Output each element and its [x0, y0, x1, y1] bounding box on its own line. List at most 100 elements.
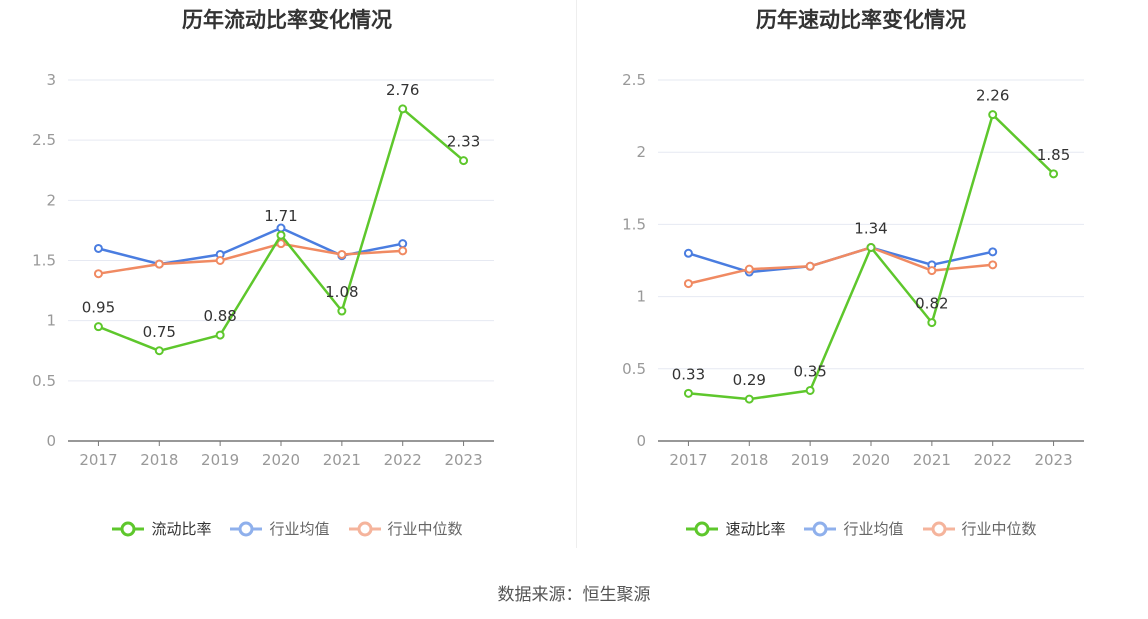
series-line [688, 246, 993, 285]
data-point [805, 261, 815, 271]
data-point [215, 330, 225, 340]
current-ratio-chart-panel: 历年流动比率变化情况 0 0.5 1 1.5 2 2.5 3 2017 2018 2019 2020… [0, 0, 574, 560]
data-point [93, 243, 103, 253]
x-tick-label: 2023 [1034, 451, 1072, 469]
legend-item-industry-mean[interactable]: 行业均值 [229, 518, 330, 539]
chart-legend: 流动比率 行业均值 行业中位数 [0, 518, 574, 539]
data-point [93, 322, 103, 332]
data-label: 1.85 [1037, 146, 1070, 164]
legend-line-circle-icon [112, 521, 145, 536]
data-label: 0.95 [82, 299, 115, 317]
x-tick-label: 2018 [140, 451, 178, 469]
x-tick-label: 2020 [852, 451, 890, 469]
y-tick-label: 2.5 [622, 71, 646, 89]
data-point [866, 243, 876, 253]
data-label: 0.33 [672, 365, 705, 383]
data-point [276, 223, 286, 233]
data-point [927, 266, 937, 276]
x-tick-label: 2022 [384, 451, 422, 469]
data-label: 1.71 [264, 207, 297, 225]
chart-title: 历年速动比率变化情况 [756, 8, 966, 32]
x-tick-label: 2019 [201, 451, 239, 469]
x-tick-label: 2019 [791, 451, 829, 469]
legend-item-quick-ratio[interactable]: 速动比率 [685, 518, 785, 539]
data-point [398, 239, 408, 249]
legend-line-circle-icon [348, 521, 381, 536]
data-label: 0.29 [733, 371, 766, 389]
legend-line-circle-icon [686, 521, 719, 536]
x-tick-label: 2021 [913, 451, 951, 469]
legend-item-industry-mean[interactable]: 行业均值 [803, 518, 904, 539]
panel-divider [576, 0, 577, 548]
legend-label: 速动比率 [725, 520, 786, 538]
legend-item-industry-median[interactable]: 行业中位数 [348, 518, 463, 539]
legend-label: 行业中位数 [387, 520, 463, 538]
y-tick-label: 2.5 [32, 131, 56, 149]
legend-line-circle-icon [922, 521, 955, 536]
y-tick-label: 0 [46, 432, 56, 450]
data-label: 0.88 [203, 307, 236, 325]
legend-label: 行业中位数 [961, 520, 1037, 538]
data-point [988, 260, 998, 270]
chart-title: 历年流动比率变化情况 [182, 8, 392, 32]
data-point [683, 248, 693, 258]
data-point [276, 230, 286, 240]
data-point [744, 394, 754, 404]
data-point [154, 259, 164, 269]
y-tick-label: 0.5 [622, 360, 646, 378]
x-tick-label: 2018 [730, 451, 768, 469]
y-tick-label: 1 [46, 312, 56, 330]
x-tick-label: 2021 [323, 451, 361, 469]
data-label: 2.76 [386, 81, 419, 99]
series-line [688, 113, 1055, 401]
data-label: 1.34 [854, 220, 887, 238]
data-point [683, 279, 693, 289]
quick-ratio-line-chart: 0 0.5 1 1.5 2 2.5 2017 2018 2019 2020 2021 2022 2023… [622, 71, 1084, 469]
data-point [988, 247, 998, 257]
y-tick-label: 0.5 [32, 372, 56, 390]
data-point [927, 318, 937, 328]
data-point [337, 306, 347, 316]
legend-line-circle-icon [230, 521, 263, 536]
data-point [154, 346, 164, 356]
data-point [744, 264, 754, 274]
data-label: 0.35 [793, 362, 826, 380]
legend-item-current-ratio[interactable]: 流动比率 [111, 518, 211, 539]
data-point [1049, 169, 1059, 179]
y-tick-label: 1 [636, 288, 646, 306]
x-tick-label: 2022 [974, 451, 1012, 469]
data-label: 1.08 [325, 283, 358, 301]
data-point [683, 388, 693, 398]
y-tick-label: 1.5 [622, 215, 646, 233]
series-line [98, 242, 403, 275]
data-point [215, 256, 225, 265]
quick-ratio-chart-panel: 历年速动比率变化情况 0 0.5 1 1.5 2 2.5 2017 2018 2019 2020 2… [574, 0, 1148, 560]
legend-label: 行业均值 [843, 520, 904, 538]
data-point [276, 239, 286, 249]
data-point [805, 385, 815, 395]
data-point [459, 156, 469, 166]
x-tick-label: 2017 [669, 451, 707, 469]
data-point [93, 269, 103, 279]
data-label: 0.75 [143, 323, 176, 341]
x-tick-label: 2017 [79, 451, 117, 469]
data-point [398, 104, 408, 114]
chart-legend: 速动比率 行业均值 行业中位数 [574, 518, 1148, 539]
legend-label: 行业均值 [269, 520, 330, 538]
y-tick-label: 3 [46, 71, 56, 89]
y-tick-label: 2 [46, 191, 56, 209]
legend-line-circle-icon [804, 521, 837, 536]
data-point [398, 246, 408, 256]
data-source-note: 数据来源：恒生聚源 [497, 585, 651, 605]
data-label: 0.82 [915, 295, 948, 313]
y-tick-label: 2 [636, 143, 646, 161]
legend-item-industry-median[interactable]: 行业中位数 [922, 518, 1037, 539]
data-point [337, 249, 347, 259]
legend-label: 流动比率 [151, 520, 212, 538]
data-point [988, 110, 998, 120]
current-ratio-line-chart: 0 0.5 1 1.5 2 2.5 3 2017 2018 2019 2020 2021 2022 202… [32, 71, 494, 469]
x-tick-label: 2023 [444, 451, 482, 469]
x-tick-label: 2020 [262, 451, 300, 469]
data-label: 2.26 [976, 87, 1009, 105]
data-label: 2.33 [447, 133, 480, 151]
